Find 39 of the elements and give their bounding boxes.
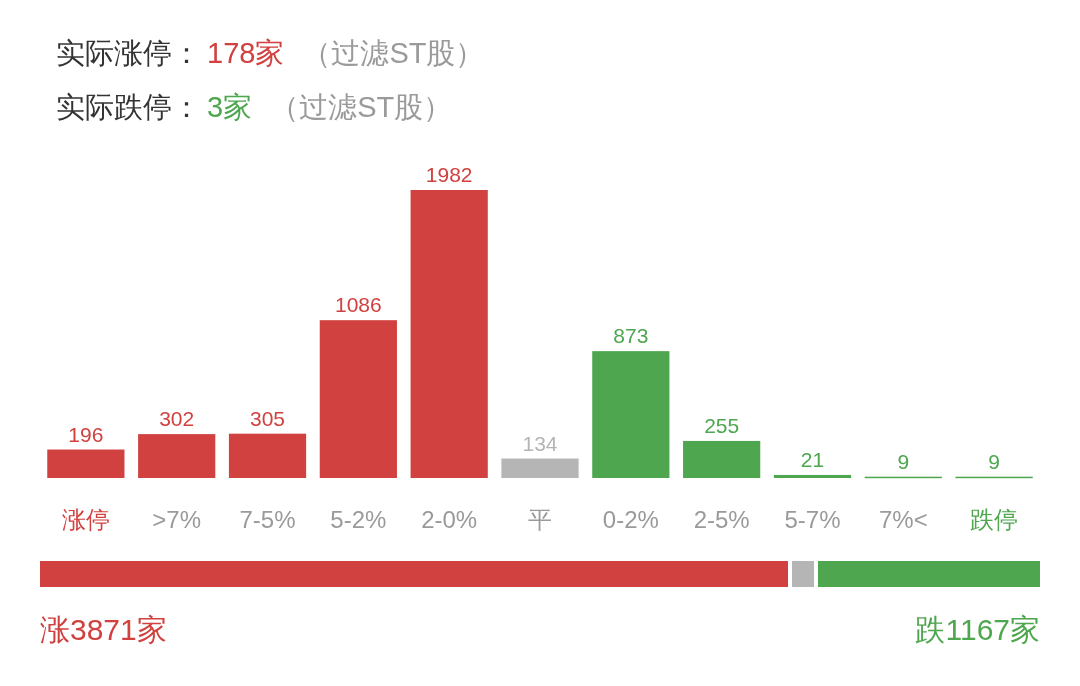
data-label: 1086: [334, 293, 382, 317]
bar: [410, 190, 488, 478]
data-label: 196: [68, 422, 104, 446]
x-tick-label: 5-2%: [330, 506, 387, 533]
x-tick-label: 5-7%: [784, 506, 841, 533]
data-label: 134: [522, 431, 558, 455]
bar: [319, 320, 397, 478]
data-label: 1982: [425, 163, 473, 186]
text: 实际涨停：: [56, 37, 201, 69]
bar: [228, 433, 307, 478]
text: 178家: [207, 37, 285, 69]
data-label: 305: [250, 406, 286, 430]
x-tick-label: 0-2%: [602, 506, 659, 533]
x-tick-label: 涨停: [61, 506, 110, 533]
x-tick-label: 7-5%: [239, 506, 296, 533]
text: （过滤ST股）: [270, 91, 453, 123]
bar: [138, 434, 216, 478]
bar: [592, 351, 670, 478]
bar: [773, 474, 852, 478]
text: 实际跌停：: [56, 91, 201, 123]
data-label: 302: [159, 407, 195, 431]
text: 跌1167家: [915, 613, 1040, 646]
x-tick-label: 2-0%: [421, 506, 478, 533]
data-label: 255: [704, 413, 740, 437]
data-label: 873: [613, 324, 649, 348]
text: 涨3871家: [40, 613, 167, 646]
bar: [47, 449, 125, 478]
text: 3家: [207, 91, 253, 123]
x-tick-label: 平: [528, 506, 552, 533]
x-tick-label: 跌停: [970, 506, 1019, 533]
bar: [683, 440, 761, 478]
data-label: 21: [800, 447, 825, 471]
bar: [501, 458, 579, 478]
data-label: 9: [988, 449, 1000, 473]
data-label: 9: [897, 449, 910, 473]
x-tick-label: 7%<: [878, 506, 928, 533]
text: （过滤ST股）: [302, 37, 485, 69]
x-tick-label: 2-5%: [693, 506, 750, 533]
x-tick-label: >7%: [152, 506, 202, 533]
